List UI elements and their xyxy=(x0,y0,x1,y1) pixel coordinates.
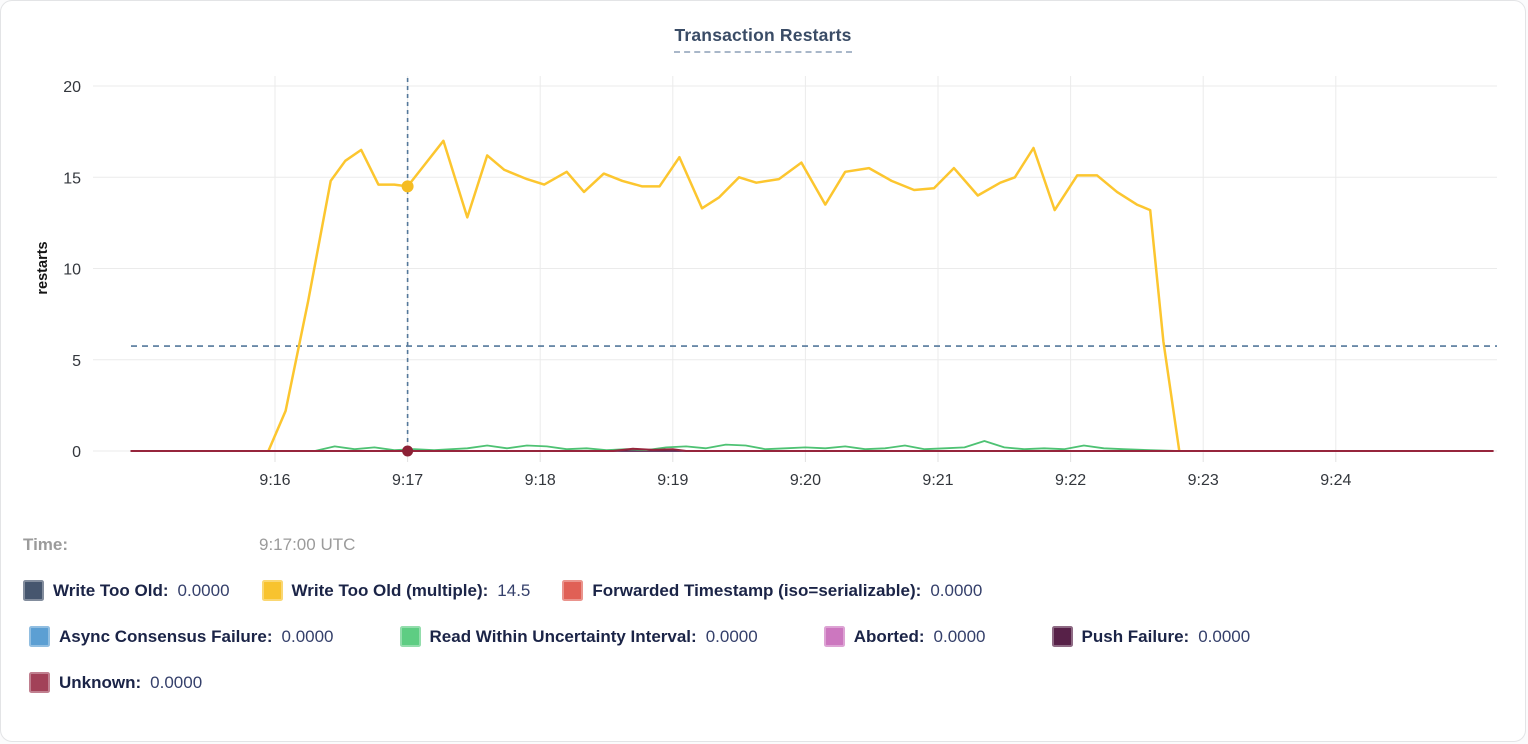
legend-row-2: Async Consensus Failure: 0.0000 Read Withi… xyxy=(29,626,1525,647)
x-tick-label: 9:23 xyxy=(1188,472,1219,489)
series-line-unknown xyxy=(130,447,1494,452)
y-tick-label: 20 xyxy=(63,79,81,96)
legend-label: Write Too Old: xyxy=(53,581,169,600)
legend-item-read-within-uncertainty-interval[interactable]: Read Within Uncertainty Interval: 0.0000 xyxy=(399,626,758,647)
legend-swatch-aborted xyxy=(823,626,845,647)
y-tick-label: 15 xyxy=(63,170,81,187)
x-tick-label: 9:24 xyxy=(1320,472,1351,489)
legend-value: 14.5 xyxy=(497,581,531,600)
legend-item-async-consensus-failure[interactable]: Async Consensus Failure: 0.0000 xyxy=(29,626,334,647)
x-tick-label: 9:20 xyxy=(790,472,821,489)
x-tick-label: 9:22 xyxy=(1055,472,1086,489)
legend-value: 0.0000 xyxy=(933,627,986,646)
time-value: 9:17:00 UTC xyxy=(259,535,356,554)
legend-label: Push Failure: xyxy=(1081,627,1190,646)
x-tick-label: 9:17 xyxy=(392,472,423,489)
legend-value: 0.0000 xyxy=(930,581,983,600)
chart-legend: Write Too Old: 0.0000 Write Too Old (multi… xyxy=(1,580,1525,693)
tooltip-time-row: Time: 9:17:00 UTC xyxy=(23,535,1525,555)
legend-label: Forwarded Timestamp (iso=serializable): xyxy=(592,581,922,600)
legend-item-aborted[interactable]: Aborted: 0.0000 xyxy=(823,626,986,647)
legend-item-unknown[interactable]: Unknown: 0.0000 xyxy=(29,672,202,693)
legend-swatch-push-failure xyxy=(1051,626,1073,647)
transaction-restarts-chart[interactable]: 0 5 10 15 20 9:16 9:17 9:18 9:19 9:20 9:21 9:22 9:23… xyxy=(1,61,1526,509)
legend-value: 0.0000 xyxy=(705,627,758,646)
legend-row-3: Unknown: 0.0000 xyxy=(29,672,1525,693)
legend-label: Write Too Old (multiple): xyxy=(291,581,489,600)
x-tick-label: 9:18 xyxy=(525,472,556,489)
x-tick-label: 9:19 xyxy=(657,472,688,489)
legend-label: Read Within Uncertainty Interval: xyxy=(429,627,697,646)
legend-item-write-too-old[interactable]: Write Too Old: 0.0000 xyxy=(23,580,230,601)
y-tick-label: 5 xyxy=(72,353,81,370)
legend-swatch-async-consensus-failure xyxy=(29,626,50,647)
time-label: Time: xyxy=(23,535,69,554)
legend-swatch-write-too-old-multiple xyxy=(261,580,283,601)
x-tick-label: 9:16 xyxy=(259,472,290,489)
legend-value: 0.0000 xyxy=(1198,627,1251,646)
legend-label: Async Consensus Failure: xyxy=(59,627,273,646)
legend-label: Unknown: xyxy=(59,673,142,692)
legend-swatch-forwarded-timestamp xyxy=(562,580,584,601)
legend-swatch-read-within-uncertainty-interval xyxy=(399,626,421,647)
chart-title-row: Transaction Restarts xyxy=(1,25,1525,57)
cursor-dot-unknown xyxy=(402,445,414,457)
legend-value: 0.0000 xyxy=(281,627,334,646)
legend-swatch-unknown xyxy=(29,672,50,693)
series-line-read-within-uncertainty-interval xyxy=(268,440,1180,452)
legend-label: Aborted: xyxy=(853,627,925,646)
chart-title[interactable]: Transaction Restarts xyxy=(674,25,852,53)
y-tick-label: 0 xyxy=(72,444,81,461)
legend-row-1: Write Too Old: 0.0000 Write Too Old (multi… xyxy=(23,580,1525,601)
legend-item-push-failure[interactable]: Push Failure: 0.0000 xyxy=(1051,626,1251,647)
cursor-dot-write-too-old-multiple- xyxy=(401,180,414,193)
legend-value: 0.0000 xyxy=(177,581,230,600)
legend-value: 0.0000 xyxy=(150,673,203,692)
legend-swatch-write-too-old xyxy=(23,580,44,601)
legend-item-forwarded-timestamp[interactable]: Forwarded Timestamp (iso=serializable): 0… xyxy=(562,580,982,601)
y-tick-label: 10 xyxy=(63,262,81,279)
x-tick-label: 9:21 xyxy=(922,472,953,489)
y-axis-label: restarts xyxy=(35,241,51,294)
legend-item-write-too-old-multiple[interactable]: Write Too Old (multiple): 14.5 xyxy=(261,580,531,601)
